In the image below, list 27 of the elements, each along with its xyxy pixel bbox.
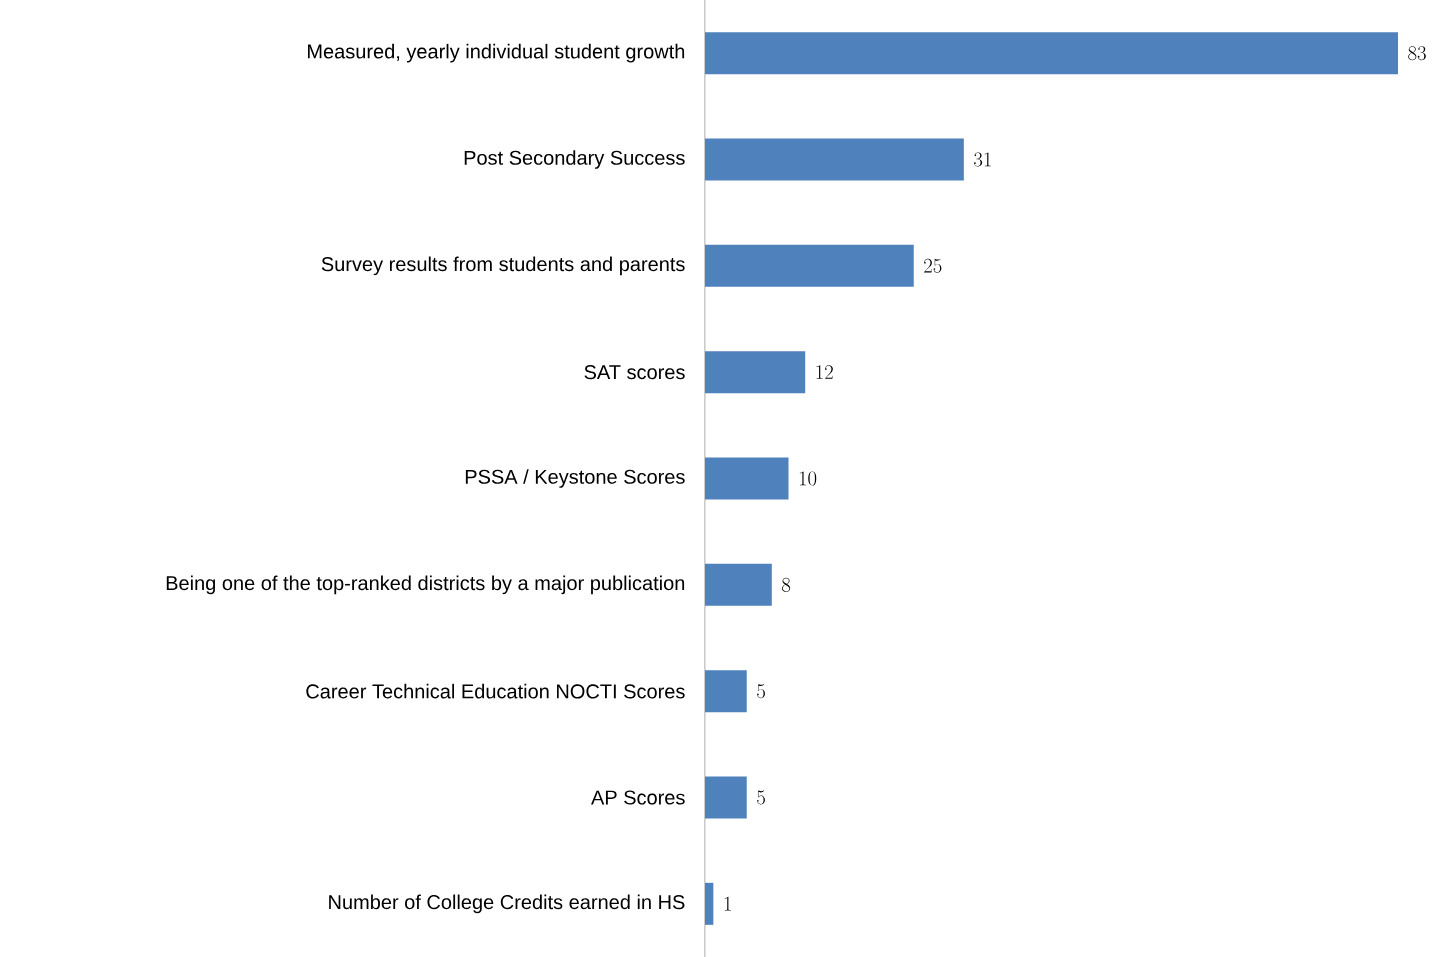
y-tick-label: Survey results from students and parents bbox=[321, 256, 685, 276]
data-label: 10 bbox=[799, 471, 817, 486]
y-tick-label: Career Technical Education NOCTI Scores bbox=[306, 683, 685, 699]
bar bbox=[705, 244, 914, 287]
y-tick-label: Number of College Credits earned in HS bbox=[329, 894, 685, 914]
y-tick-label: SAT scores bbox=[584, 365, 685, 380]
bar bbox=[705, 670, 747, 713]
bar bbox=[705, 563, 772, 606]
bar bbox=[705, 138, 964, 181]
data-label: 5 bbox=[757, 790, 765, 805]
y-tick-label: Being one of the top-ranked districts by a major publication bbox=[166, 575, 685, 595]
bar bbox=[705, 351, 806, 394]
bar bbox=[705, 776, 747, 819]
data-label: 25 bbox=[924, 258, 942, 273]
bar bbox=[705, 457, 789, 500]
data-label: 1 bbox=[724, 896, 731, 911]
y-tick-label: PSSA / Keystone Scores bbox=[465, 469, 685, 488]
y-tick-label: Post Secondary Success bbox=[464, 150, 685, 169]
data-label: 8 bbox=[782, 577, 791, 592]
data-label: 5 bbox=[757, 684, 765, 699]
data-label: 83 bbox=[1408, 46, 1426, 61]
data-label: 12 bbox=[816, 365, 833, 379]
bar bbox=[705, 32, 1399, 75]
y-tick-label: Measured, yearly individual student growth bbox=[308, 43, 685, 63]
data-label: 31 bbox=[974, 152, 991, 167]
bar bbox=[705, 882, 714, 925]
y-tick-label: AP Scores bbox=[591, 790, 685, 805]
